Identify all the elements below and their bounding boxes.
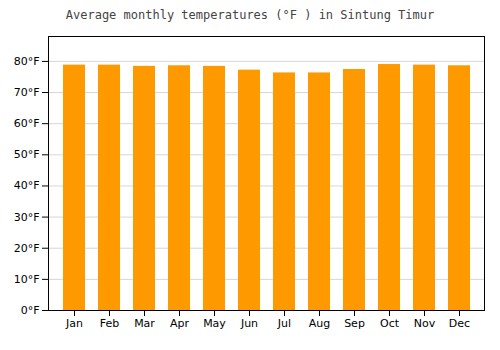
svg-text:Nov: Nov (414, 317, 436, 330)
svg-text:Apr: Apr (170, 317, 190, 330)
svg-text:Dec: Dec (449, 317, 470, 330)
svg-text:Sep: Sep (344, 317, 365, 330)
svg-text:60°F: 60°F (14, 117, 40, 130)
svg-text:20°F: 20°F (14, 242, 40, 255)
svg-text:Mar: Mar (134, 317, 155, 330)
svg-text:70°F: 70°F (14, 86, 40, 99)
svg-text:Jun: Jun (240, 317, 258, 330)
svg-text:50°F: 50°F (14, 148, 40, 161)
svg-text:30°F: 30°F (14, 211, 40, 224)
svg-text:0°F: 0°F (21, 304, 40, 317)
svg-text:Feb: Feb (100, 317, 119, 330)
svg-text:Aug: Aug (309, 317, 330, 330)
svg-text:40°F: 40°F (14, 179, 40, 192)
html-text:Average monthly temperatures (: Average monthly temperatures (°F ) in Si… (65, 8, 435, 22)
svg-text:Oct: Oct (380, 317, 400, 330)
svg-text:Jul: Jul (277, 317, 291, 330)
svg-text:10°F: 10°F (14, 273, 40, 286)
svg-text:Jan: Jan (65, 317, 83, 330)
svg-text:80°F: 80°F (14, 55, 40, 68)
svg-text:May: May (203, 317, 226, 330)
